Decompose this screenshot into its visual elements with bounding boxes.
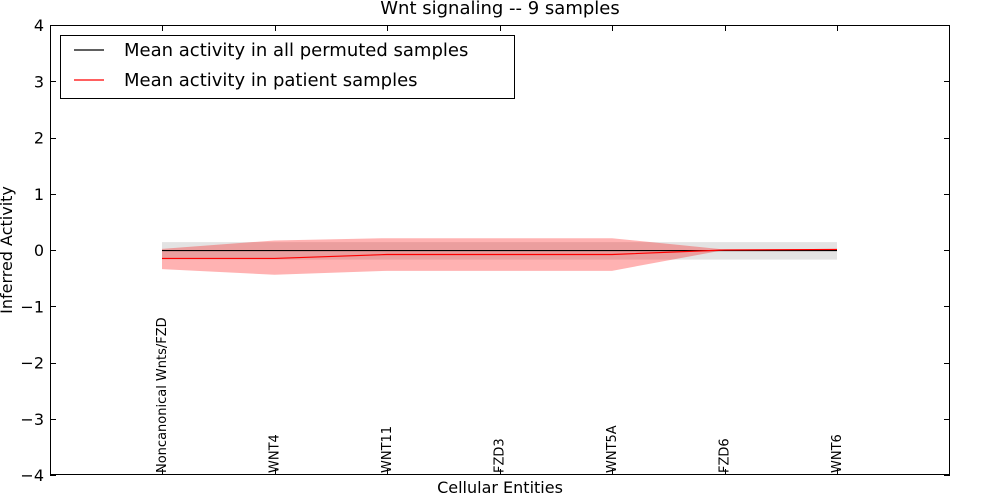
x-category-label: FZD6 <box>718 438 733 473</box>
legend-box <box>60 35 515 99</box>
patient-band <box>162 238 837 275</box>
x-category-label: Noncanonical Wnts/FZD <box>155 317 170 473</box>
x-category-label: WNT4 <box>268 434 283 473</box>
x-category-label: WNT11 <box>380 426 395 473</box>
chart-title: Wnt signaling -- 9 samples <box>380 0 620 19</box>
legend: Mean activity in all permuted samples Mea… <box>60 35 515 99</box>
legend-label: Mean activity in patient samples <box>124 70 418 91</box>
x-category-label: WNT6 <box>830 434 845 473</box>
y-tick-label: 4 <box>34 16 44 35</box>
plot-frame <box>50 25 950 475</box>
x-category-label: WNT5A <box>605 425 620 473</box>
y-tick-label: −3 <box>20 410 44 429</box>
y-tick-label: −4 <box>20 466 44 485</box>
y-tick-label: 1 <box>34 185 44 204</box>
y-tick-label: −2 <box>20 354 44 373</box>
x-category-label: FZD3 <box>493 438 508 473</box>
legend-label: Mean activity in all permuted samples <box>124 40 468 61</box>
y-axis-label: Inferred Activity <box>0 186 16 314</box>
y-tick-label: 0 <box>34 241 44 260</box>
y-tick-label: 2 <box>34 129 44 148</box>
y-tick-label: −1 <box>20 297 44 316</box>
y-tick-label: 3 <box>34 72 44 91</box>
x-axis-label: Cellular Entities <box>437 478 563 497</box>
